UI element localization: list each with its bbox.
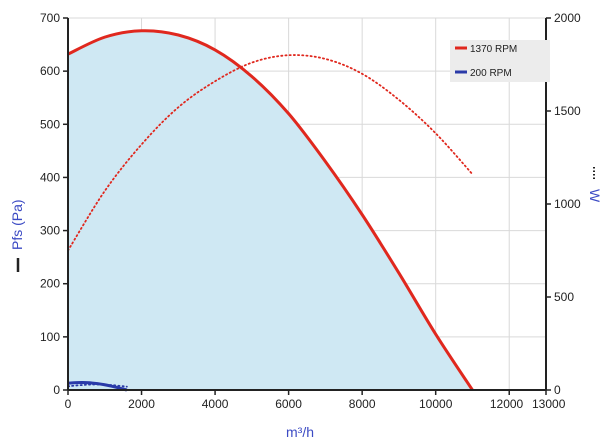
left-tick-label-0: 0 xyxy=(53,383,60,397)
right-axis-title-group: W xyxy=(587,167,603,203)
right-tick-label-2: 1000 xyxy=(554,197,581,211)
left-axis-title: Pfs (Pa) xyxy=(9,199,25,250)
right-tick-label-0: 0 xyxy=(554,383,561,397)
legend: 1370 RPM 200 RPM xyxy=(450,40,550,82)
left-tick-label-3: 300 xyxy=(40,224,60,238)
legend-label-1370: 1370 RPM xyxy=(470,44,517,55)
right-tick-label-1: 500 xyxy=(554,290,574,304)
series-line-0 xyxy=(67,29,474,391)
right-tick-label-4: 2000 xyxy=(554,11,581,25)
tick-labels: 0 100 200 300 400 500 600 700 0 500 1000 1500 2000 0 2… xyxy=(40,11,581,411)
x-tick-label-2: 4000 xyxy=(202,397,229,411)
left-tick-label-2: 200 xyxy=(40,277,60,291)
left-tick-label-7: 700 xyxy=(40,11,60,25)
series-line-3 xyxy=(67,383,128,388)
x-tick-label-4: 8000 xyxy=(349,397,376,411)
x-tick-label-7: 13000 xyxy=(532,397,566,411)
right-tick-label-3: 1500 xyxy=(554,104,581,118)
left-tick-label-6: 600 xyxy=(40,64,60,78)
area-fills xyxy=(68,30,473,391)
series-line-1 xyxy=(67,54,474,252)
x-tick-label-3: 6000 xyxy=(275,397,302,411)
left-tick-label-5: 500 xyxy=(40,117,60,131)
right-axis-title: W xyxy=(587,189,603,203)
left-tick-label-4: 400 xyxy=(40,170,60,184)
left-axis-title-group: Pfs (Pa) xyxy=(9,199,25,272)
x-tick-label-5: 10000 xyxy=(419,397,453,411)
left-tick-label-1: 100 xyxy=(40,330,60,344)
series-lines xyxy=(67,29,474,392)
series-fill-2 xyxy=(68,382,127,390)
series-fill-0 xyxy=(68,30,473,391)
legend-label-200: 200 RPM xyxy=(470,68,512,79)
x-tick-label-0: 0 xyxy=(65,397,72,411)
x-tick-label-1: 2000 xyxy=(128,397,155,411)
x-axis-title: m³/h xyxy=(286,424,314,440)
x-tick-label-6: 12000 xyxy=(490,397,524,411)
